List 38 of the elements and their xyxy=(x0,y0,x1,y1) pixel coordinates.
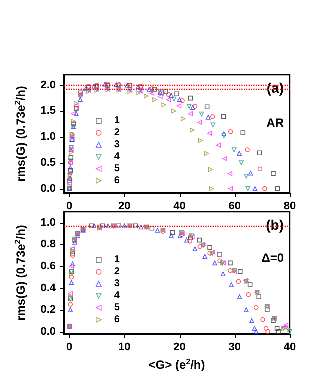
y-tick-label: 2.0 xyxy=(40,79,56,92)
x-tick-label: 0 xyxy=(66,342,73,354)
y-tick-label: 0.0 xyxy=(40,182,56,195)
legend-label: 1 xyxy=(114,116,120,126)
legend-label: 2 xyxy=(114,128,120,138)
annotation: Δ=0 xyxy=(262,251,284,265)
x-tick-label: 0 xyxy=(66,200,73,212)
legend-label: 6 xyxy=(114,314,120,326)
y-tick-label: 1.5 xyxy=(40,105,56,118)
y-tick-label: 0.6 xyxy=(40,260,56,272)
legend-label: 2 xyxy=(114,266,120,278)
x-tick-label: 80 xyxy=(284,200,296,212)
x-tick-label: 40 xyxy=(174,200,186,212)
y-tick-label: 0.5 xyxy=(40,156,56,169)
legend-label: 1 xyxy=(114,254,120,266)
x-tick-label: 30 xyxy=(228,342,242,354)
y-tick-label: 0.8 xyxy=(40,238,56,251)
y-axis-title: rms(G) (0.73e2/h) xyxy=(14,86,28,182)
annotation: AR xyxy=(266,116,284,130)
x-tick-label: 10 xyxy=(118,342,131,354)
y-axis-title: rms(G) (0.73e2/h) xyxy=(14,225,28,321)
legend-label: 4 xyxy=(114,152,120,162)
legend-label: 3 xyxy=(114,278,120,290)
y-tick-label: 1.0 xyxy=(40,131,56,144)
y-tick-label: 0.4 xyxy=(40,282,57,294)
legend-label: 6 xyxy=(114,176,120,186)
legend-label: 5 xyxy=(114,302,120,314)
legend-label: 4 xyxy=(114,290,120,302)
y-tick-label: 0.0 xyxy=(40,326,56,338)
x-tick-label: 20 xyxy=(118,200,131,212)
x-tick-label: 60 xyxy=(228,200,242,212)
y-tick-label: 0.2 xyxy=(40,304,56,316)
x-tick-label: 40 xyxy=(284,342,296,354)
legend-label: 5 xyxy=(114,164,120,174)
y-tick-label: 1.0 xyxy=(40,216,56,229)
legend-label: 3 xyxy=(114,140,120,150)
x-tick-label: 20 xyxy=(174,342,186,354)
annotation: (b) xyxy=(266,217,284,233)
